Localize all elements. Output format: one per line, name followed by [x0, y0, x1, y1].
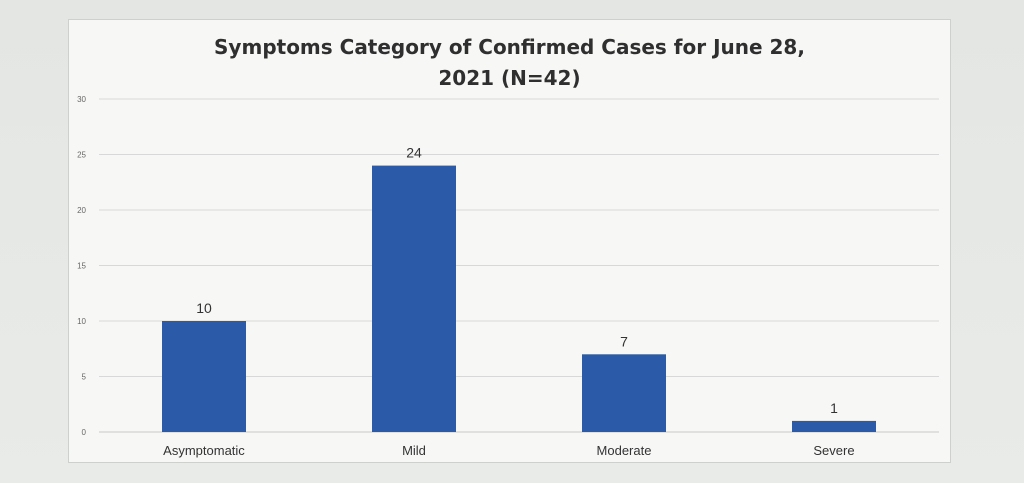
- data-label-severe: 1: [830, 400, 838, 416]
- chart-title-line-2: 2021 (N=42): [438, 66, 581, 90]
- y-tick-label: 15: [77, 262, 86, 271]
- x-tick-label-asymptomatic: Asymptomatic: [163, 443, 245, 458]
- x-tick-label-severe: Severe: [813, 443, 854, 458]
- y-tick-label: 20: [77, 206, 86, 215]
- bar-chart: 0 5 10 15 20 25 30 10 24 7 1 Asymptomatic Mild Mode…: [77, 95, 939, 458]
- x-tick-label-moderate: Moderate: [597, 443, 652, 458]
- x-tick-label-mild: Mild: [402, 443, 426, 458]
- bar-mild: [372, 165, 456, 432]
- bar-severe: [792, 420, 876, 432]
- chart-panel: Symptoms Category of Confirmed Cases for…: [68, 19, 951, 463]
- y-tick-label: 30: [77, 95, 86, 104]
- chart-title-line-1: Symptoms Category of Confirmed Cases for…: [214, 35, 805, 59]
- data-label-mild: 24: [406, 145, 422, 161]
- y-tick-label: 10: [77, 317, 86, 326]
- bar-asymptomatic: [162, 321, 246, 432]
- y-tick-label: 25: [77, 151, 86, 160]
- data-labels: 10 24 7 1: [196, 145, 838, 416]
- data-label-moderate: 7: [620, 333, 628, 349]
- y-axis-ticks: 0 5 10 15 20 25 30: [77, 95, 86, 437]
- bar-moderate: [582, 354, 666, 432]
- y-tick-label: 5: [82, 373, 87, 382]
- data-label-asymptomatic: 10: [196, 300, 212, 316]
- chart-title: Symptoms Category of Confirmed Cases for…: [69, 32, 950, 94]
- y-tick-label: 0: [82, 428, 87, 437]
- bars: [162, 165, 876, 432]
- x-axis-ticks: Asymptomatic Mild Moderate Severe: [163, 443, 854, 458]
